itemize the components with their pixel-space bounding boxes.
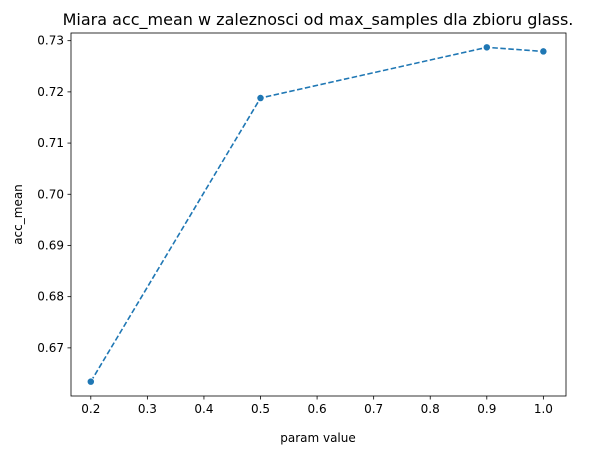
chart-title: Miara acc_mean w zaleznosci od max_sampl… (63, 10, 574, 30)
x-tick-label: 0.3 (138, 402, 157, 416)
x-tick-label: 0.6 (308, 402, 327, 416)
y-tick-label: 0.67 (37, 341, 64, 355)
x-tick-label: 0.2 (81, 402, 100, 416)
axes-frame (70, 32, 567, 397)
data-point (256, 94, 265, 102)
data-point (482, 43, 491, 52)
plot-area (86, 43, 548, 386)
x-tick-label: 0.8 (421, 402, 440, 416)
x-tick-label: 0.7 (364, 402, 383, 416)
y-axis-label: acc_mean (11, 184, 25, 245)
y-tick-label: 0.68 (37, 290, 64, 304)
y-tick-label: 0.69 (37, 238, 64, 252)
y-tick-label: 0.72 (37, 85, 64, 99)
y-tick-label: 0.73 (37, 34, 64, 48)
x-axis-label: param value (280, 431, 356, 445)
data-point (539, 47, 548, 56)
x-tick-label: 0.4 (194, 402, 213, 416)
x-tick-label: 0.9 (477, 402, 496, 416)
y-tick-label: 0.70 (37, 187, 64, 201)
y-axis: 0.67 0.68 0.69 0.70 0.71 0.72 0.73 (37, 34, 71, 355)
x-axis: 0.2 0.3 0.4 0.5 0.6 0.7 0.8 0.9 1.0 (81, 396, 553, 416)
series-line (90, 46, 544, 383)
x-tick-label: 1.0 (534, 402, 553, 416)
x-tick-label: 0.5 (251, 402, 270, 416)
data-point (86, 377, 95, 386)
y-tick-label: 0.71 (37, 136, 64, 150)
